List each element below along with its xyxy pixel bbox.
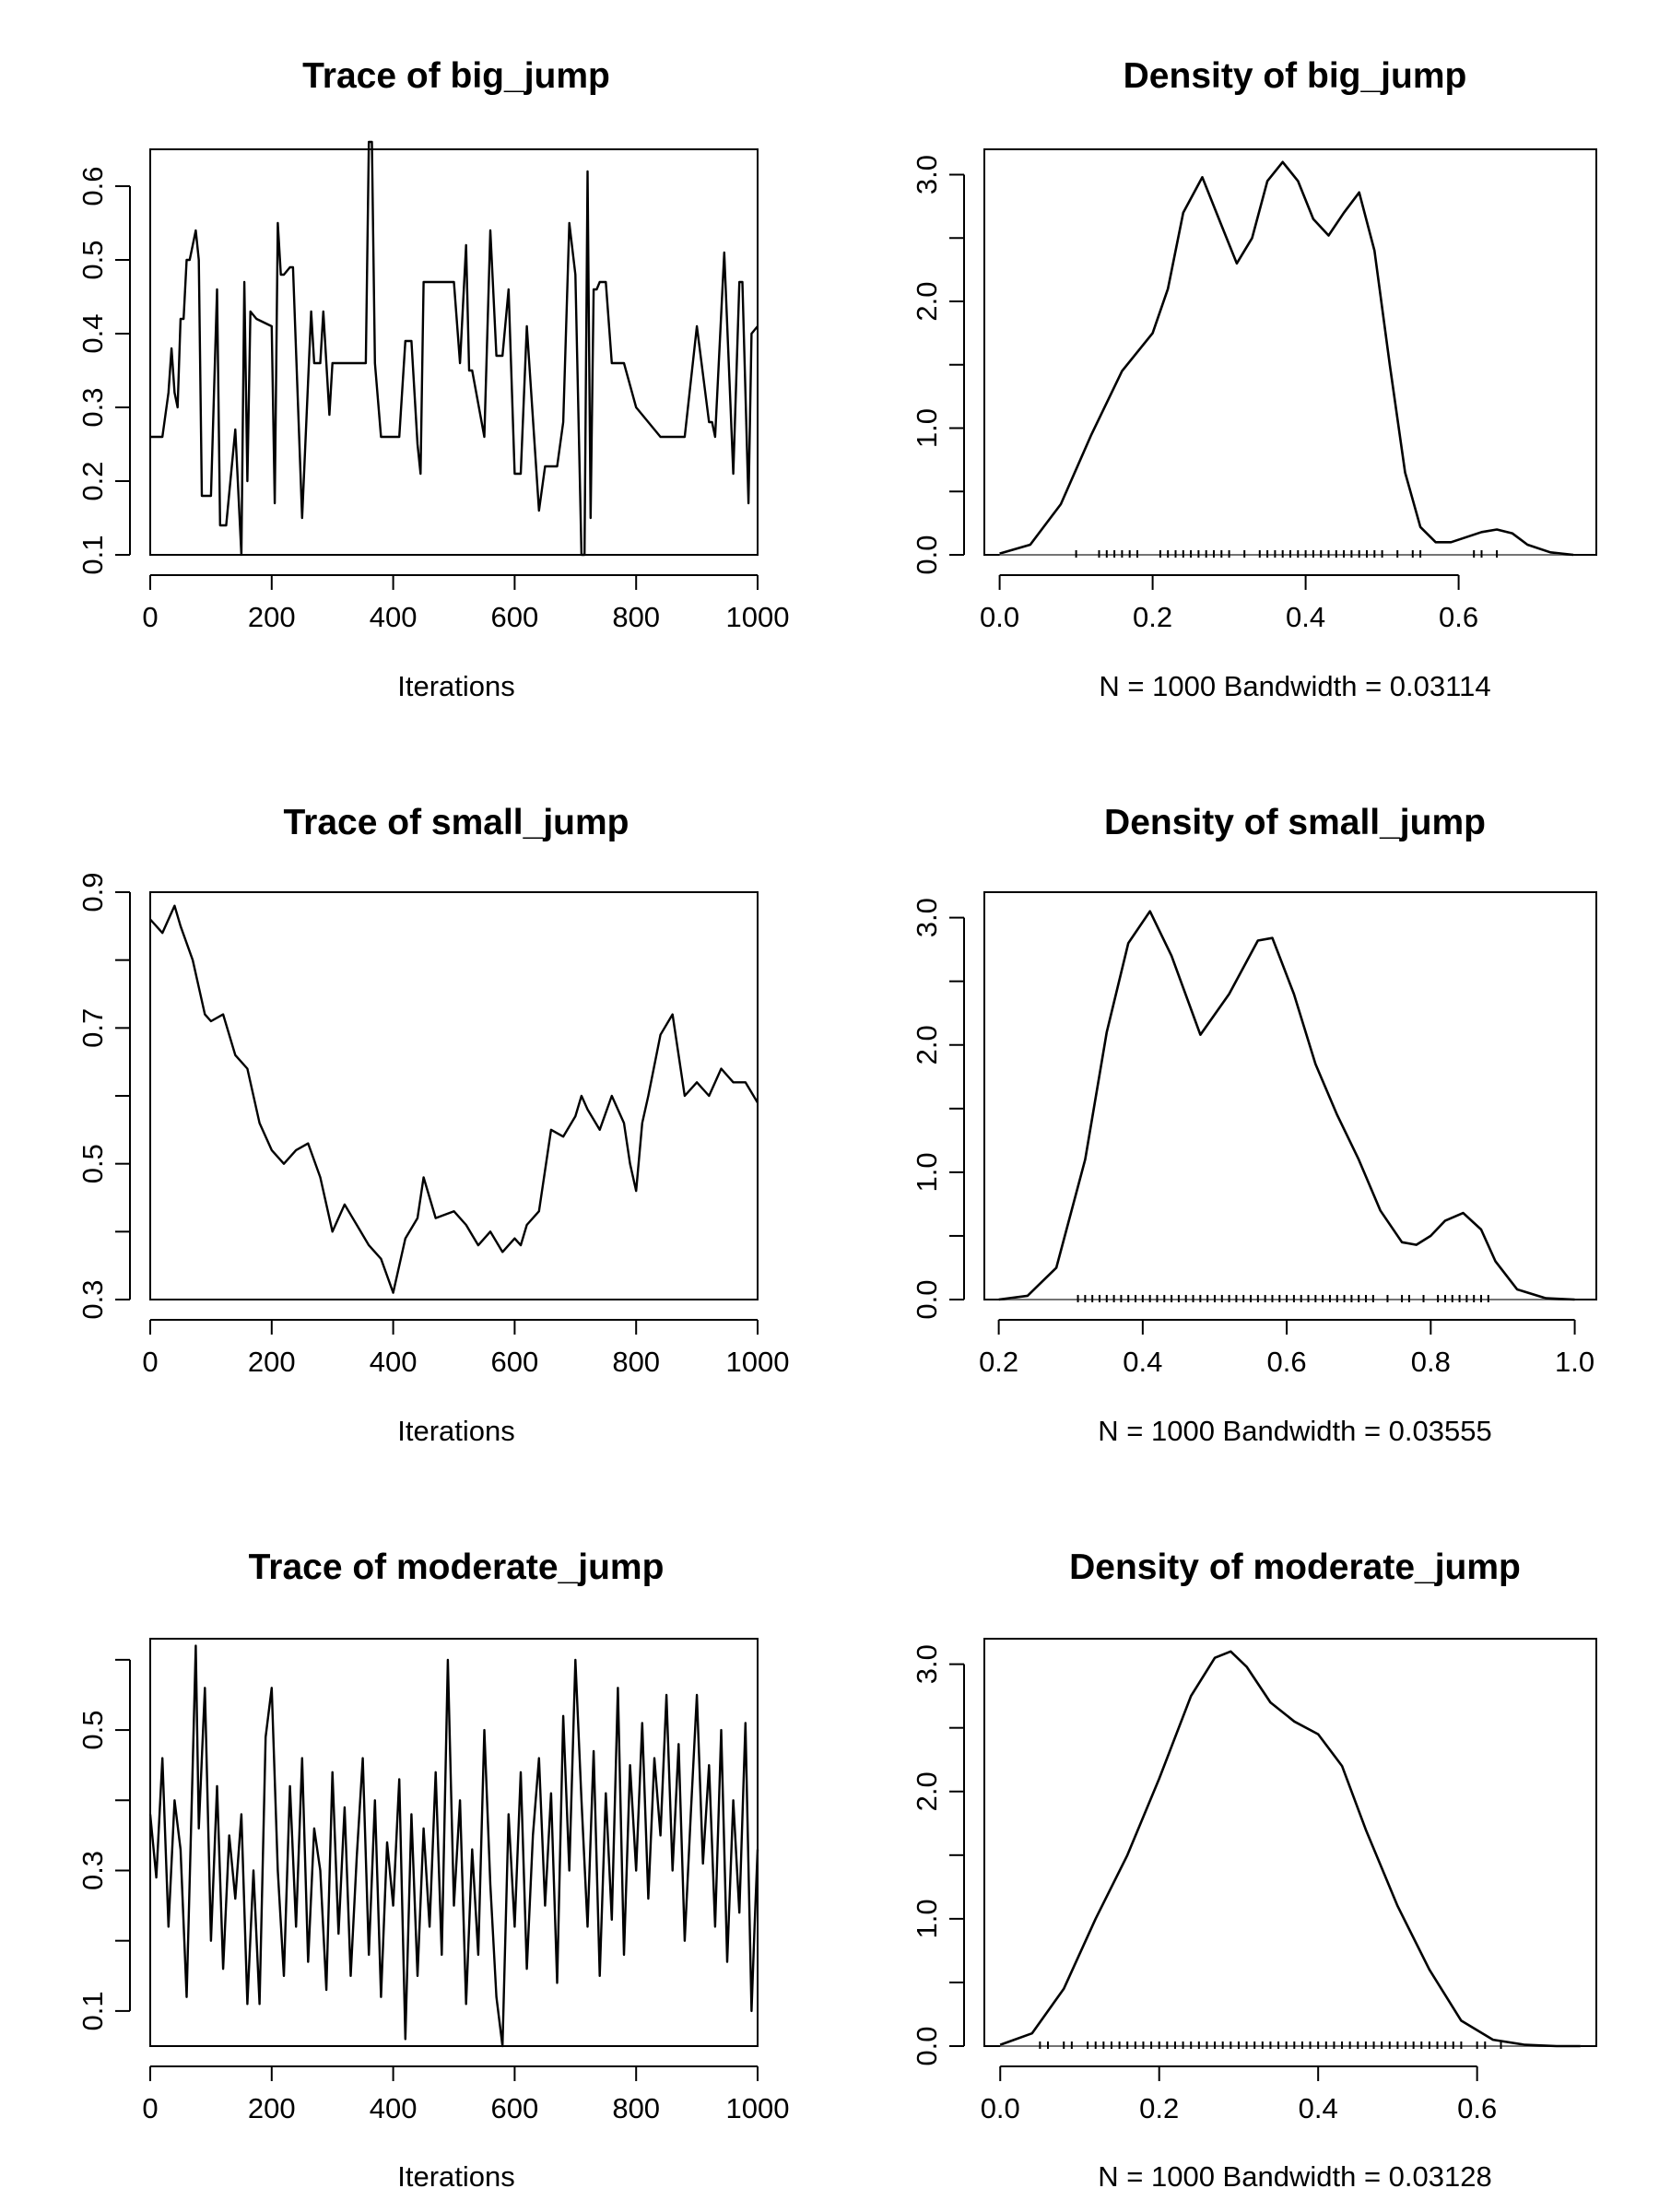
panel-5-title: Trace of moderate_jump xyxy=(249,1547,665,1587)
panel-3: 0 200 400 600 800 1000 0.3 0.5 0.7 0.9 xyxy=(76,872,789,1378)
panel-2-title: Density of big_jump xyxy=(1124,56,1467,96)
x-tick-label: 1000 xyxy=(726,1346,790,1378)
x-tick-label: 600 xyxy=(491,1346,539,1378)
x-tick-label: 400 xyxy=(370,601,418,633)
x-tick-label: 200 xyxy=(248,2092,296,2124)
x-tick-label: 0.2 xyxy=(1139,2092,1179,2124)
y-tick-label: 0.2 xyxy=(76,461,109,500)
density-curve xyxy=(998,910,1575,1301)
panel-1-title: Trace of big_jump xyxy=(302,56,610,96)
x-tick-label: 0 xyxy=(142,1346,158,1378)
panel-1-frame xyxy=(149,148,759,556)
x-tick-label: 600 xyxy=(491,601,539,633)
y-tick-label: 0.3 xyxy=(76,387,109,427)
panel-3-frame xyxy=(149,891,759,1300)
x-tick-label: 0.4 xyxy=(1123,1346,1162,1378)
y-tick-label: 0.4 xyxy=(76,313,109,353)
y-tick-label: 0.9 xyxy=(76,872,109,912)
x-tick-label: 400 xyxy=(370,2092,418,2124)
y-tick-label: 0.5 xyxy=(76,1711,109,1750)
x-tick-label: 800 xyxy=(612,2092,660,2124)
y-tick-label: 0.1 xyxy=(76,535,109,574)
x-tick-label: 0.6 xyxy=(1267,1346,1307,1378)
x-tick-label: 0 xyxy=(142,2092,158,2124)
y-tick-label: 3.0 xyxy=(911,1644,943,1684)
y-tick-label: 0.5 xyxy=(76,240,109,279)
x-tick-label: 600 xyxy=(491,2092,539,2124)
x-tick-label: 1.0 xyxy=(1555,1346,1594,1378)
y-tick-label: 0.0 xyxy=(911,1279,943,1319)
y-tick-label: 0.0 xyxy=(911,2026,943,2065)
y-tick-label: 0.3 xyxy=(76,1851,109,1890)
panel-4: 0.2 0.4 0.6 0.8 1.0 0.0 1.0 2.0 3.0 xyxy=(911,891,1597,1378)
panel-3-xlabel: Iterations xyxy=(397,1415,515,1447)
x-tick-label: 0.2 xyxy=(979,1346,1018,1378)
x-tick-label: 200 xyxy=(248,601,296,633)
y-tick-label: 3.0 xyxy=(911,155,943,194)
x-tick-label: 1000 xyxy=(726,2092,790,2124)
y-tick-label: 0.7 xyxy=(76,1008,109,1048)
x-tick-label: 0.6 xyxy=(1439,601,1478,633)
y-tick-label: 0.3 xyxy=(76,1279,109,1319)
density-curve xyxy=(999,160,1574,557)
panel-5-xlabel: Iterations xyxy=(397,2160,515,2193)
panel-2: 0.0 0.2 0.4 0.6 0.0 1.0 2.0 3.0 xyxy=(911,148,1597,633)
y-tick-label: 3.0 xyxy=(911,898,943,937)
x-tick-label: 0.4 xyxy=(1299,2092,1338,2124)
y-tick-label: 2.0 xyxy=(911,1771,943,1811)
panel-4-xlabel: N = 1000 Bandwidth = 0.03555 xyxy=(1098,1415,1491,1447)
x-tick-label: 800 xyxy=(612,1346,660,1378)
y-tick-label: 2.0 xyxy=(911,1025,943,1065)
y-tick-label: 0.1 xyxy=(76,1991,109,2030)
y-tick-label: 0.6 xyxy=(76,166,109,206)
x-tick-label: 0.0 xyxy=(980,601,1019,633)
trace-line xyxy=(149,904,759,1294)
density-curve xyxy=(999,1650,1581,2048)
panel-6-title: Density of moderate_jump xyxy=(1069,1547,1521,1587)
x-tick-label: 0.6 xyxy=(1457,2092,1497,2124)
panel-1-xlabel: Iterations xyxy=(397,670,515,702)
panel-3-title: Trace of small_jump xyxy=(284,803,629,842)
panel-6: 0.0 0.2 0.4 0.6 0.0 1.0 2.0 3.0 xyxy=(911,1638,1597,2124)
trace-line xyxy=(150,140,759,557)
x-tick-label: 0 xyxy=(142,601,158,633)
trace-line xyxy=(148,1644,759,2048)
panel-1: 0 200 400 600 800 1000 0.1 0.2 0.3 0.4 0.5 0.6 xyxy=(76,140,790,633)
panel-6-xlabel: N = 1000 Bandwidth = 0.03128 xyxy=(1098,2160,1491,2193)
panel-2-xlabel: N = 1000 Bandwidth = 0.03114 xyxy=(1099,670,1490,702)
y-tick-label: 2.0 xyxy=(911,281,943,321)
x-tick-label: 0.4 xyxy=(1286,601,1325,633)
panel-4-title: Density of small_jump xyxy=(1104,803,1486,842)
panel-5: 0 200 400 600 800 1000 0.1 0.3 0.5 xyxy=(76,1638,790,2124)
x-tick-label: 1000 xyxy=(726,601,790,633)
y-tick-label: 1.0 xyxy=(911,1152,943,1192)
y-tick-label: 0.5 xyxy=(76,1144,109,1183)
x-tick-label: 0.2 xyxy=(1133,601,1172,633)
y-tick-label: 1.0 xyxy=(911,408,943,448)
y-tick-label: 1.0 xyxy=(911,1899,943,1938)
y-tick-label: 0.0 xyxy=(911,535,943,574)
x-tick-label: 200 xyxy=(248,1346,296,1378)
panel-5-frame xyxy=(149,1638,759,2047)
x-tick-label: 800 xyxy=(612,601,660,633)
x-tick-label: 0.8 xyxy=(1411,1346,1451,1378)
x-tick-label: 400 xyxy=(370,1346,418,1378)
x-tick-label: 0.0 xyxy=(981,2092,1020,2124)
